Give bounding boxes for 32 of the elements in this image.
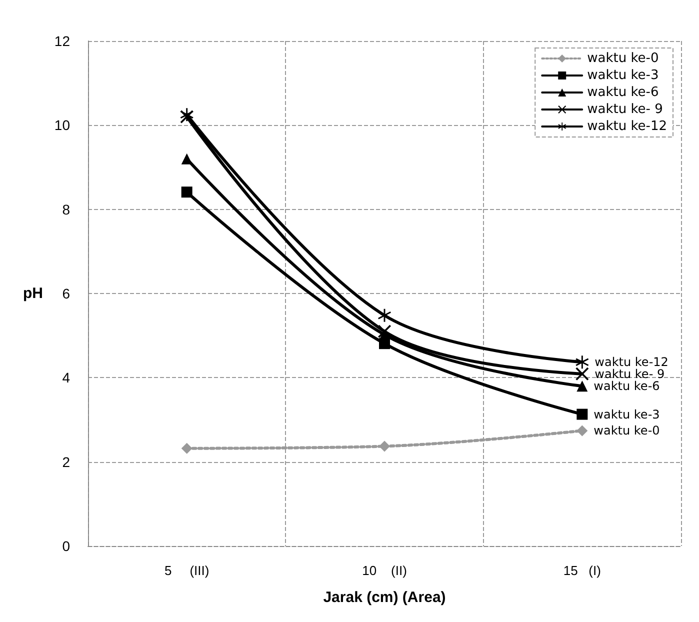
point — [576, 367, 589, 380]
text: waktu ke-6 — [594, 379, 660, 394]
point — [576, 356, 589, 369]
legend-label: waktu ke-0 — [587, 51, 659, 66]
y-tick-label: 6 — [62, 286, 70, 302]
x-tick-label: 10 (II) — [362, 563, 407, 578]
y-tick-label: 2 — [62, 454, 70, 470]
text: waktu ke- 9 — [594, 366, 665, 381]
point — [181, 153, 192, 164]
y-tick-label: 10 — [54, 117, 70, 134]
legend-label: waktu ke-3 — [587, 68, 659, 83]
y-tick-label: 8 — [62, 201, 70, 218]
y-tick-label: 0 — [62, 538, 70, 554]
point — [576, 408, 588, 420]
point — [576, 425, 588, 436]
y-tick-label: 12 — [54, 33, 70, 49]
y-tick-label: 4 — [62, 370, 70, 386]
legend-label: waktu ke-12 — [587, 119, 668, 134]
point — [576, 380, 588, 392]
point — [378, 324, 391, 338]
text: waktu ke-0 — [594, 424, 660, 438]
point — [181, 442, 192, 454]
y-axis-title: pH — [23, 285, 43, 302]
text: waktu ke-3 — [594, 407, 660, 422]
point — [379, 440, 390, 452]
x-axis-title: Jarak (cm) (Area) — [323, 589, 446, 606]
point — [181, 186, 192, 198]
x-tick-label: 5 (III) — [164, 563, 210, 578]
legend-label: waktu ke-6 — [587, 85, 659, 100]
legend-label: waktu ke- 9 — [587, 102, 663, 117]
text: waktu ke-12 — [594, 355, 668, 370]
x-tick-label: 15 (I) — [563, 563, 601, 578]
